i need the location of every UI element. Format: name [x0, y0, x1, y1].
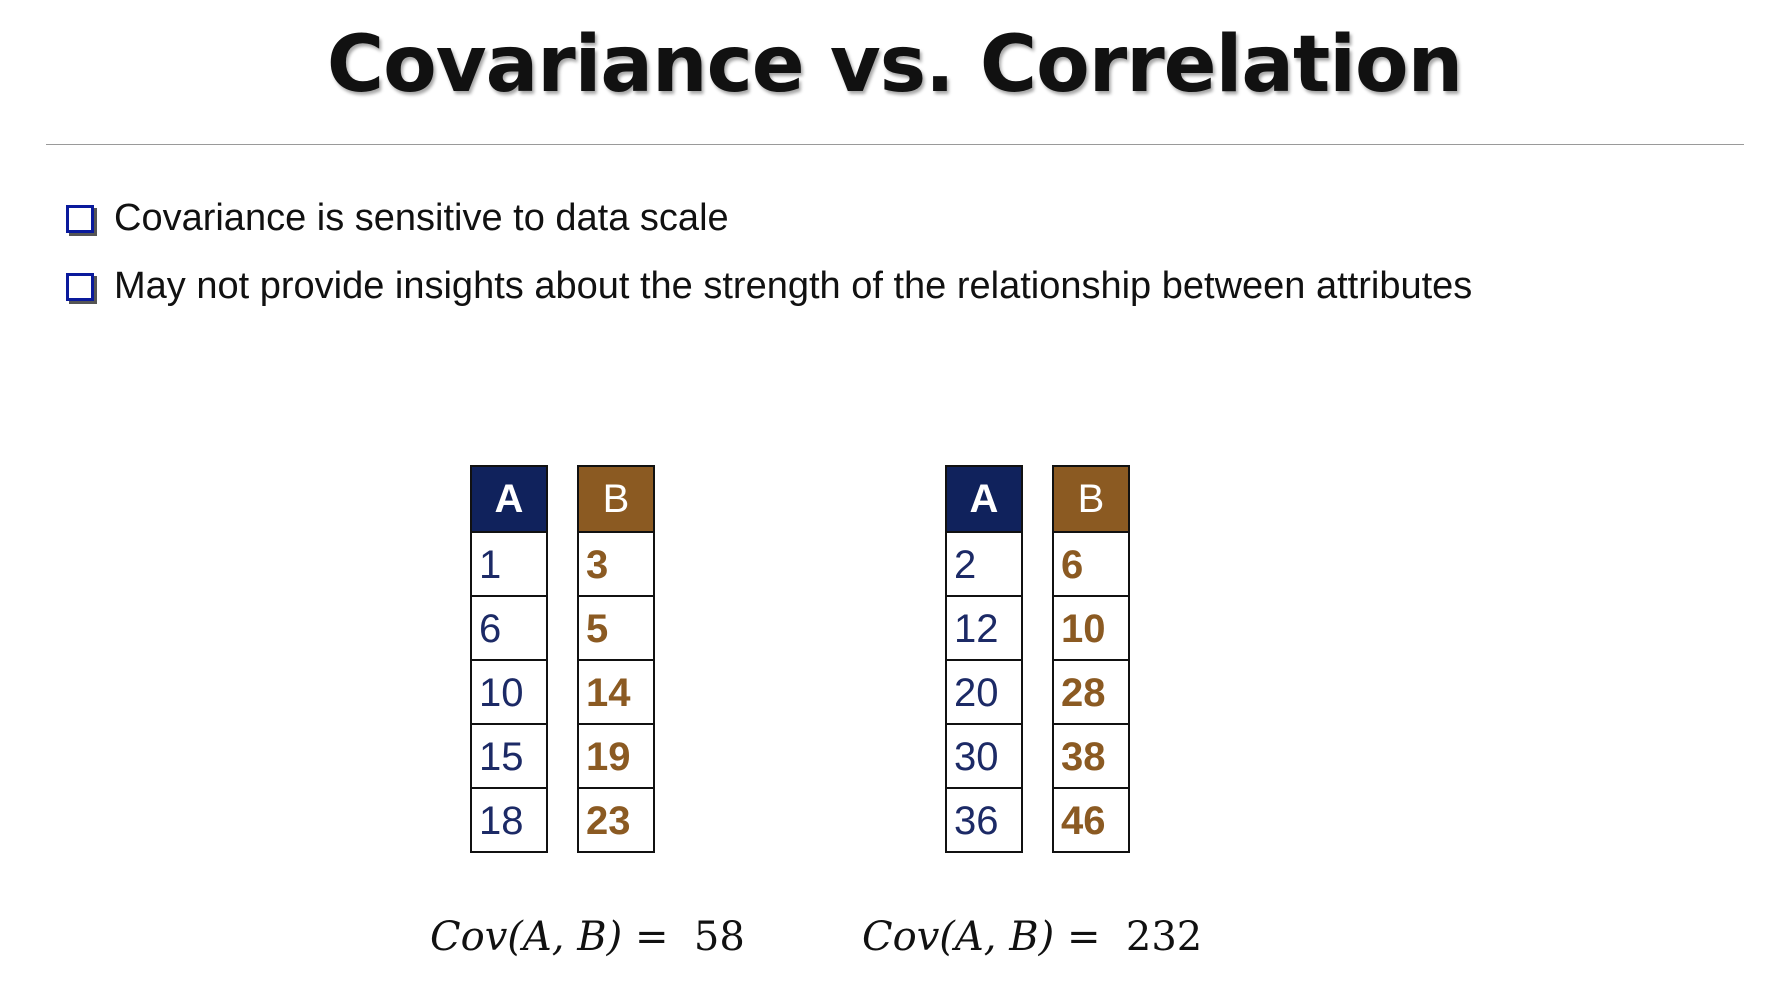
- table-cell: 3: [579, 531, 653, 595]
- checkbox-bullet-icon: [66, 272, 94, 301]
- table-cell: 28: [1054, 659, 1128, 723]
- column-header-b: B: [1054, 467, 1128, 531]
- title-divider: [46, 144, 1744, 145]
- bullet-item-1: Covariance is sensitive to data scale: [66, 197, 729, 240]
- table-cell: 6: [472, 595, 546, 659]
- bullet-item-2: May not provide insights about the stren…: [66, 265, 1472, 308]
- table-cell: 20: [947, 659, 1021, 723]
- cov-value: 58: [693, 914, 745, 960]
- table-cell: 30: [947, 723, 1021, 787]
- column-header-b: B: [579, 467, 653, 531]
- cov-value: 232: [1125, 914, 1203, 960]
- table-1-column-a: A 1 6 10 15 18: [470, 465, 548, 853]
- table-cell: 23: [579, 787, 653, 851]
- table-cell: 10: [472, 659, 546, 723]
- slide-title: Covariance vs. Correlation: [326, 20, 1463, 110]
- table-cell: 46: [1054, 787, 1128, 851]
- equals-sign: =: [1066, 914, 1101, 960]
- table-cell: 1: [472, 531, 546, 595]
- bullet-text: Covariance is sensitive to data scale: [114, 197, 729, 239]
- table-cell: 19: [579, 723, 653, 787]
- covariance-formula-2: Cov(A, B) = 232: [862, 914, 1202, 960]
- checkbox-bullet-icon: [66, 204, 94, 233]
- table-cell: 14: [579, 659, 653, 723]
- bullet-text: May not provide insights about the stren…: [114, 265, 1473, 307]
- table-2-column-b: B 6 10 28 38 46: [1052, 465, 1130, 853]
- table-cell: 18: [472, 787, 546, 851]
- table-cell: 5: [579, 595, 653, 659]
- cov-label: Cov(A, B): [862, 914, 1055, 960]
- column-header-a: A: [472, 467, 546, 531]
- equals-sign: =: [634, 914, 669, 960]
- column-header-a: A: [947, 467, 1021, 531]
- table-cell: 38: [1054, 723, 1128, 787]
- covariance-formula-1: Cov(A, B) = 58: [430, 914, 745, 960]
- table-1-column-b: B 3 5 14 19 23: [577, 465, 655, 853]
- table-cell: 6: [1054, 531, 1128, 595]
- table-cell: 2: [947, 531, 1021, 595]
- table-cell: 10: [1054, 595, 1128, 659]
- table-cell: 15: [472, 723, 546, 787]
- table-cell: 12: [947, 595, 1021, 659]
- table-cell: 36: [947, 787, 1021, 851]
- cov-label: Cov(A, B): [430, 914, 623, 960]
- table-2-column-a: A 2 12 20 30 36: [945, 465, 1023, 853]
